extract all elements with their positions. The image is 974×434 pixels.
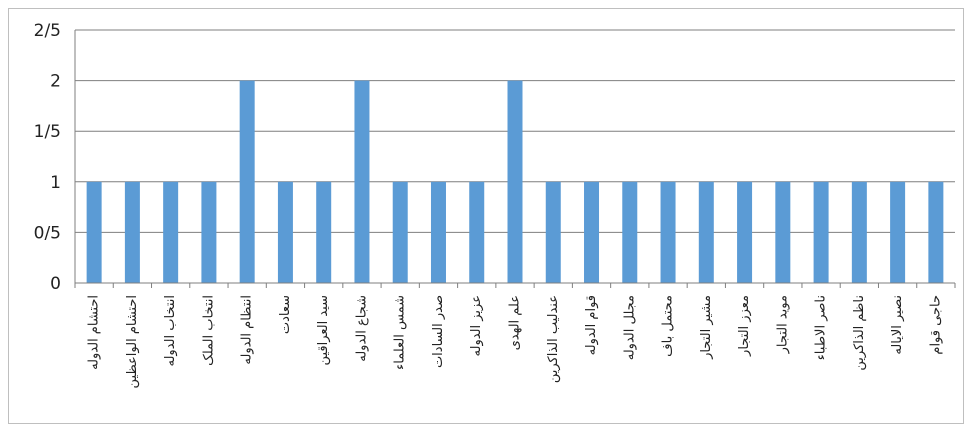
- x-tick-label: معزز التجار: [737, 295, 752, 357]
- x-tick-label: انتخاب الملک: [201, 295, 216, 366]
- bar: [698, 181, 714, 283]
- x-tick-label: مشیر التجار: [699, 295, 714, 360]
- x-axis-ticks: احتشام الدوله احتشام الواعظین انتخاب الدول…: [87, 295, 944, 388]
- bar: [86, 181, 102, 283]
- bar: [851, 181, 867, 283]
- bar: [392, 181, 408, 283]
- x-tick-label: عزیز الدوله: [469, 295, 484, 356]
- x-tick-label: حاجی قوام: [928, 295, 943, 355]
- bar: [890, 181, 906, 283]
- bar: [277, 181, 293, 283]
- y-tick-label: 1: [50, 173, 61, 193]
- bar: [201, 181, 217, 283]
- bar: [239, 80, 255, 283]
- x-tick-label: شمس العلماء: [393, 295, 408, 370]
- y-tick-label: 0/5: [34, 223, 61, 243]
- bar: [660, 181, 676, 283]
- x-tick-label: علم الهدی: [508, 295, 523, 350]
- bar: [737, 181, 753, 283]
- bar: [545, 181, 561, 283]
- bar: [354, 80, 370, 283]
- bar: [124, 181, 140, 283]
- x-tick-label: سعادت: [278, 295, 293, 334]
- x-tick-label: شجاع الدوله: [354, 295, 369, 362]
- bar: [469, 181, 485, 283]
- bar: [507, 80, 523, 283]
- x-tick-label: انتخاب الدوله: [163, 295, 178, 366]
- x-tick-label: قوام الدوله: [584, 295, 599, 355]
- axes: [74, 30, 956, 288]
- bar: [622, 181, 638, 283]
- x-tick-label: ناظم الذاکرین: [852, 295, 867, 371]
- x-tick-label: عندلیب الذاکرین: [546, 295, 561, 383]
- bar: [928, 181, 944, 283]
- x-tick-label: موید التجار: [775, 295, 790, 354]
- y-axis-ticks: 0 0/5 1 1/5 2 2/5: [34, 21, 61, 294]
- y-tick-label: 2/5: [34, 21, 61, 41]
- x-tick-label: احتشام الواعظین: [125, 295, 140, 388]
- x-tick-label: مجلل الدوله: [622, 295, 637, 360]
- bar: [316, 181, 332, 283]
- y-tick-label: 1/5: [34, 122, 61, 142]
- bar: [163, 181, 179, 283]
- bar: [813, 181, 829, 283]
- x-tick-label: صدر السادات: [431, 295, 446, 368]
- y-tick-label: 0: [50, 274, 61, 294]
- bar: [775, 181, 791, 283]
- x-tick-label: محتمل باف: [661, 295, 676, 357]
- bar: [584, 181, 600, 283]
- bars: [86, 80, 944, 283]
- x-tick-label: انتظام الدوله: [240, 295, 255, 365]
- y-tick-label: 2: [50, 72, 61, 92]
- x-tick-label: احتشام الدوله: [87, 295, 102, 370]
- x-tick-label: نصیر الایاله: [890, 295, 905, 355]
- x-tick-label: ناصر الاطباء: [814, 295, 829, 360]
- x-tick-label: سید العراقین: [316, 295, 331, 365]
- bar: [430, 181, 446, 283]
